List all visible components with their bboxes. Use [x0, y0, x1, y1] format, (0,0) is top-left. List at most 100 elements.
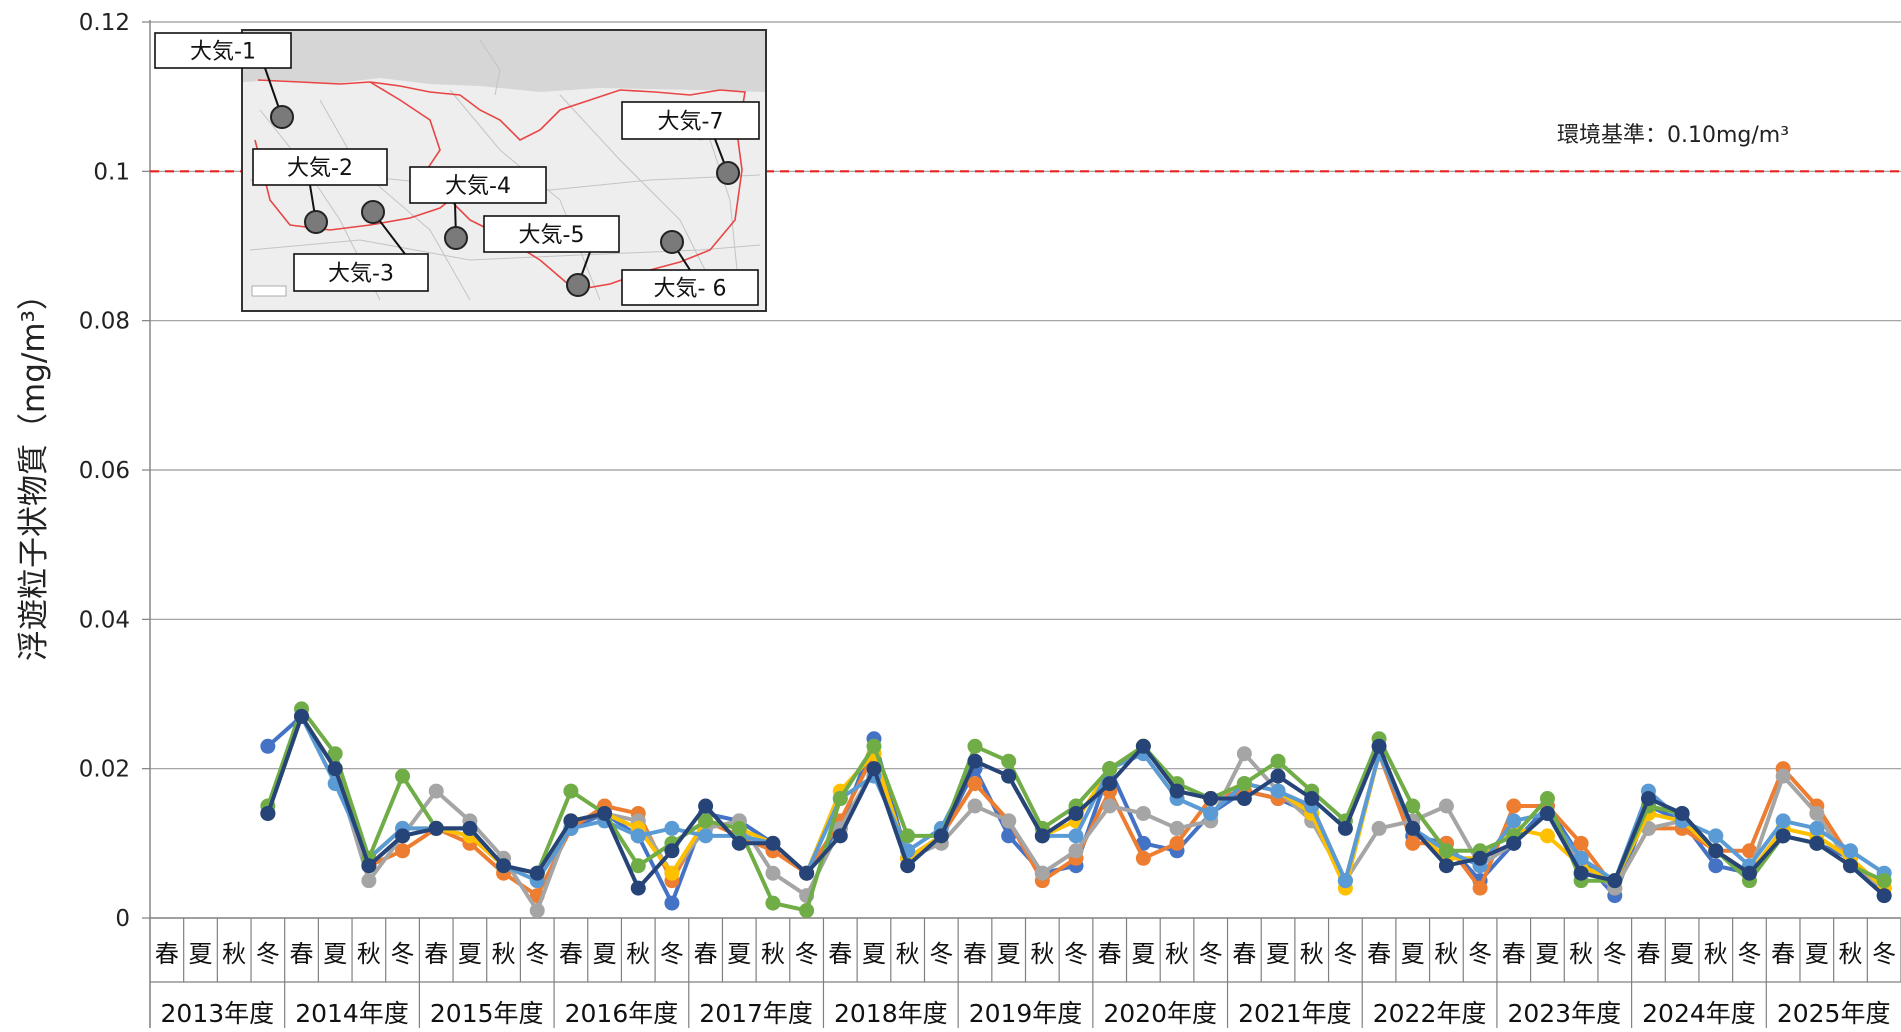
y-axis-label: 浮遊粒子状物質（mg/m³）	[16, 279, 52, 661]
data-point	[529, 903, 545, 919]
season-tick-label: 秋	[1704, 940, 1728, 968]
season-tick-label: 秋	[1300, 940, 1324, 968]
data-point	[698, 798, 714, 814]
callout-label: 大気-4	[445, 174, 511, 199]
data-point	[428, 820, 444, 836]
data-point	[597, 805, 613, 821]
season-tick-label: 春	[1502, 940, 1526, 968]
data-point	[765, 865, 781, 881]
station-marker	[361, 200, 385, 224]
data-point	[1809, 820, 1825, 836]
data-point	[395, 828, 411, 844]
data-point	[1842, 858, 1858, 874]
data-point	[1270, 753, 1286, 769]
data-point	[1775, 768, 1791, 784]
data-point	[1506, 835, 1522, 851]
data-point	[1169, 820, 1185, 836]
data-point	[765, 835, 781, 851]
season-tick-label: 夏	[1535, 940, 1559, 968]
season-tick-label: 夏	[458, 940, 482, 968]
data-point	[1539, 805, 1555, 821]
callout-layer: 大気-1 大気-2 大気-3 大気-4 大気-5 大気- 6 大気-7	[154, 32, 760, 306]
data-point	[1068, 805, 1084, 821]
callout-label: 大気-2	[287, 156, 353, 181]
season-tick-label: 春	[1367, 940, 1391, 968]
year-tick-label: 2019年度	[969, 999, 1083, 1028]
callout-label: 大気-5	[519, 223, 585, 248]
data-point	[260, 805, 276, 821]
inset-map-sea	[243, 31, 765, 92]
data-point	[1775, 813, 1791, 829]
season-tick-label: 夏	[1266, 940, 1290, 968]
data-point	[361, 873, 377, 889]
data-point	[327, 761, 343, 777]
data-point	[1001, 813, 1017, 829]
data-point	[1236, 791, 1252, 807]
data-point	[462, 820, 478, 836]
data-point	[900, 858, 916, 874]
data-point	[630, 828, 646, 844]
season-tick-label: 秋	[1434, 940, 1458, 968]
season-tick-label: 冬	[795, 940, 819, 968]
data-point	[664, 865, 680, 881]
data-point	[1001, 828, 1017, 844]
data-point	[1405, 835, 1421, 851]
data-point	[664, 820, 680, 836]
data-point	[1337, 873, 1353, 889]
data-point	[1708, 858, 1724, 874]
season-tick-label: 秋	[1165, 940, 1189, 968]
year-tick-label: 2021年度	[1238, 999, 1352, 1028]
year-tick-label: 2022年度	[1373, 999, 1487, 1028]
year-tick-label: 2013年度	[161, 999, 275, 1028]
data-point	[1203, 805, 1219, 821]
season-tick-label: 冬	[1333, 940, 1357, 968]
data-point	[1270, 768, 1286, 784]
season-tick-label: 冬	[1064, 940, 1088, 968]
data-point	[967, 776, 983, 792]
data-point	[563, 813, 579, 829]
data-point	[1304, 791, 1320, 807]
axis-layer: 00.020.040.060.080.10.12浮遊粒子状物質（mg/m³）春夏…	[16, 10, 1901, 1028]
season-tick-label: 夏	[189, 940, 213, 968]
callout-label: 大気-7	[658, 110, 724, 135]
map-callout: 大気-3	[293, 200, 429, 292]
season-tick-label: 夏	[1805, 940, 1829, 968]
season-tick-label: 冬	[1603, 940, 1627, 968]
season-tick-label: 春	[1232, 940, 1256, 968]
year-tick-label: 2016年度	[565, 999, 679, 1028]
data-point	[1001, 768, 1017, 784]
season-tick-label: 春	[1771, 940, 1795, 968]
data-point	[1001, 753, 1017, 769]
data-point	[1203, 791, 1219, 807]
data-point	[1068, 828, 1084, 844]
series-layer	[260, 701, 1892, 919]
season-tick-label: 春	[155, 940, 179, 968]
data-point	[1876, 873, 1892, 889]
season-tick-label: 冬	[1872, 940, 1896, 968]
y-tick-label: 0.12	[79, 10, 130, 36]
data-point	[395, 843, 411, 859]
data-point	[1573, 850, 1589, 866]
map-callout: 大気-4	[409, 166, 547, 250]
season-tick-label: 春	[559, 940, 583, 968]
data-point	[1438, 843, 1454, 859]
inset-map-boundary	[369, 81, 746, 291]
season-tick-label: 夏	[727, 940, 751, 968]
data-point	[496, 858, 512, 874]
season-tick-label: 夏	[1670, 940, 1694, 968]
data-point	[1337, 820, 1353, 836]
season-tick-label: 夏	[323, 940, 347, 968]
data-point	[1405, 820, 1421, 836]
season-tick-label: 秋	[626, 940, 650, 968]
season-tick-label: 夏	[1401, 940, 1425, 968]
map-callout: 大気-2	[252, 148, 388, 234]
data-point	[1539, 791, 1555, 807]
season-tick-label: 春	[290, 940, 314, 968]
data-point	[1472, 880, 1488, 896]
data-point	[664, 895, 680, 911]
data-point	[529, 865, 545, 881]
data-point	[1405, 798, 1421, 814]
callout-label: 大気-1	[190, 40, 256, 65]
